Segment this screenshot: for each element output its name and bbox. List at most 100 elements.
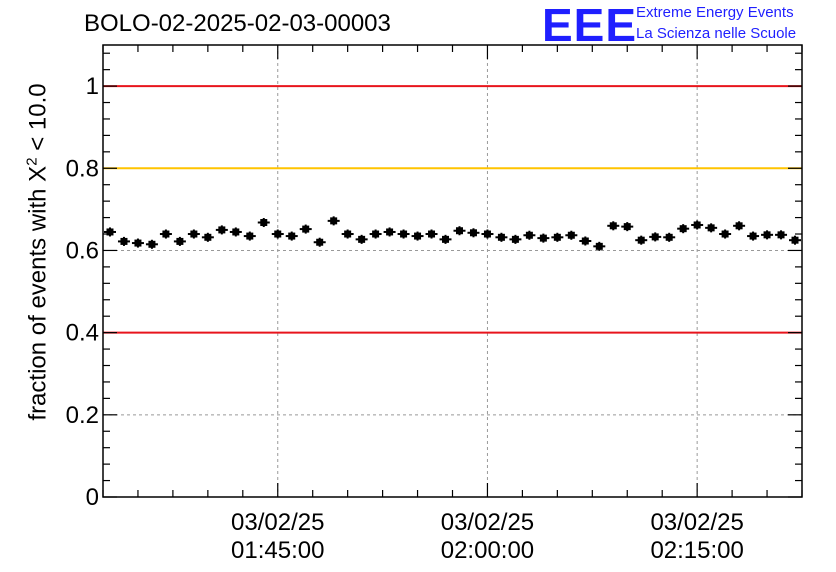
data-point [509,234,522,244]
point-marker [497,233,505,241]
x-tick-label-date: 03/02/25 [650,509,743,536]
point-marker [553,233,561,241]
data-point [439,234,452,244]
x-tick-label-date: 03/02/25 [441,509,534,536]
point-marker [749,232,757,240]
y-axis-label-prefix: fraction of events with X [24,165,52,421]
point-marker [777,231,785,239]
point-marker [707,224,715,232]
point-marker [511,235,519,243]
data-point [565,230,578,240]
point-marker [469,229,477,237]
data-point [285,231,298,241]
point-marker [232,228,240,236]
y-tick-label: 0.6 [66,237,99,264]
data-point [621,222,634,232]
point-marker [148,240,156,248]
data-point [313,237,326,247]
point-marker [260,219,268,227]
data-point [383,227,396,237]
point-marker [693,221,701,229]
y-axis-label: fraction of events with X2 < 10.0 [24,83,53,420]
data-point [593,241,606,251]
x-tick-label-time: 02:00:00 [441,537,534,564]
y-axis-label-sup: 2 [23,157,41,166]
data-point [173,236,186,246]
data-point [607,221,620,231]
data-point [635,235,648,245]
point-marker [539,234,547,242]
point-marker [609,222,617,230]
point-marker [735,222,743,230]
y-tick-label: 0.4 [66,320,99,347]
axes: 00.20.40.60.8103/02/2501:45:0003/02/2502… [66,45,803,564]
data-point [243,231,256,241]
point-marker [106,228,114,236]
point-marker [791,236,799,244]
data-point [355,234,368,244]
data-point [691,220,704,230]
data-point [579,236,592,246]
grid-lines [103,45,802,497]
logo-line-1: Extreme Energy Events [636,4,794,21]
data-point [663,232,676,242]
data-point [397,229,410,239]
data-point [299,224,312,234]
data-point [761,230,774,240]
data-point [733,221,746,231]
point-marker [525,231,533,239]
data-point [103,227,116,237]
point-marker [246,232,254,240]
point-marker [120,237,128,245]
point-marker [162,230,170,238]
data-point [117,236,130,246]
data-point [215,225,228,235]
x-tick-label-time: 02:15:00 [650,537,743,564]
point-marker [428,230,436,238]
x-tick-label-time: 01:45:00 [231,537,324,564]
point-marker [581,237,589,245]
point-marker [637,236,645,244]
data-point [369,229,382,239]
data-point [271,229,284,239]
point-marker [204,233,212,241]
data-point [425,229,438,239]
data-point [341,229,354,239]
point-marker [274,230,282,238]
point-marker [190,230,198,238]
y-tick-label: 0.2 [66,402,99,429]
data-point [201,232,214,242]
point-marker [400,230,408,238]
point-marker [288,232,296,240]
data-point [495,232,508,242]
point-marker [442,235,450,243]
data-point [523,230,536,240]
eee-logo: EEE [542,0,638,51]
point-marker [763,231,771,239]
point-marker [330,217,338,225]
point-marker [665,233,673,241]
x-tick-label-date: 03/02/25 [231,509,324,536]
point-marker [316,238,324,246]
data-point [159,229,172,239]
point-marker [567,231,575,239]
data-point [747,231,760,241]
data-point [677,224,690,234]
chart-title: BOLO-02-2025-02-03-00003 [84,10,391,37]
data-point [705,223,718,233]
point-marker [595,242,603,250]
point-marker [344,230,352,238]
point-marker [651,233,659,241]
point-marker [455,227,463,235]
point-marker [302,225,310,233]
data-point [775,230,788,240]
data-point [327,216,340,226]
data-point [131,238,144,248]
y-tick-label: 0 [86,484,99,511]
y-tick-label: 1 [86,73,99,100]
reference-lines [103,85,802,334]
point-marker [386,228,394,236]
point-marker [623,223,631,231]
data-point [719,229,732,239]
